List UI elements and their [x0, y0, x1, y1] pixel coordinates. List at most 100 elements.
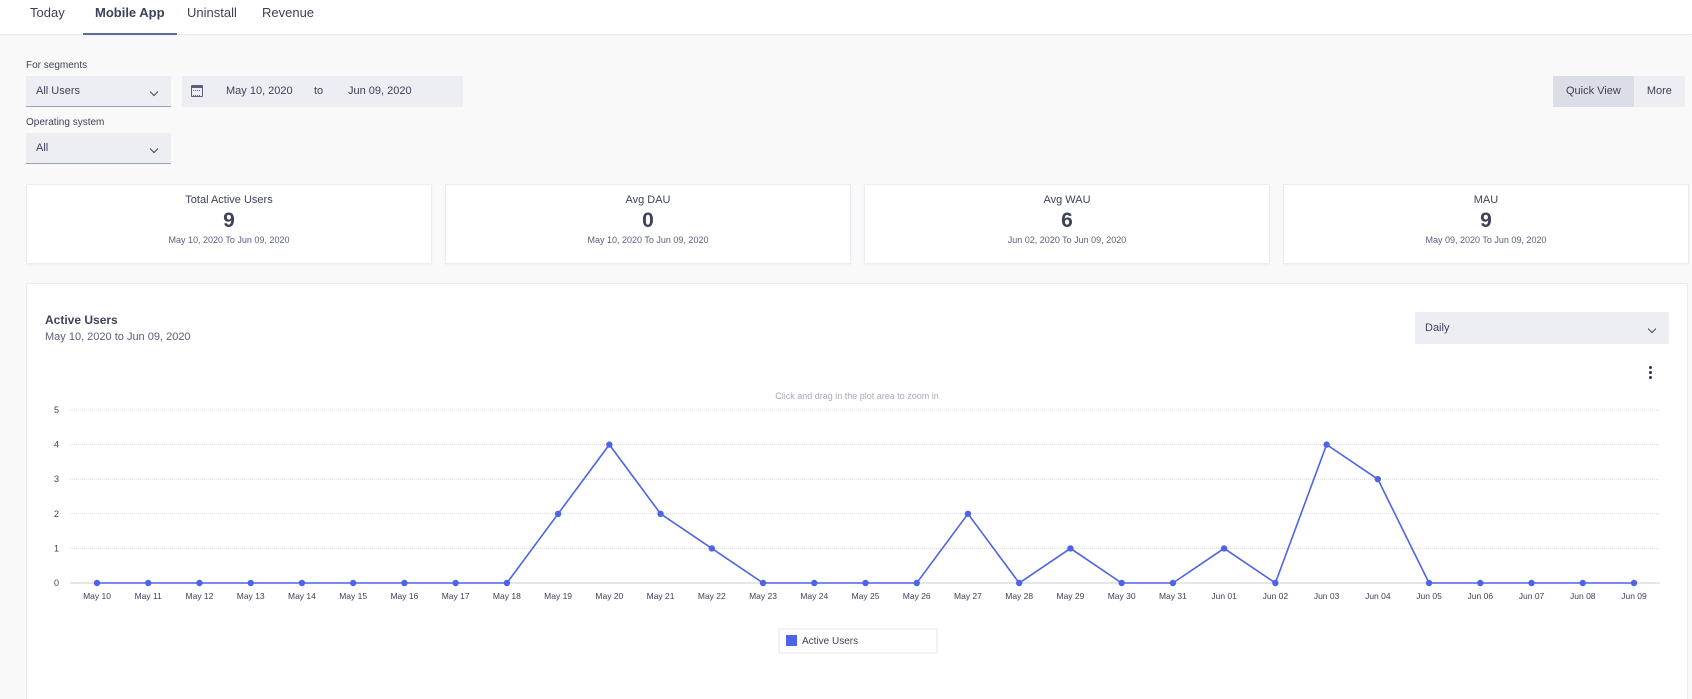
- calendar-icon: [191, 85, 203, 97]
- metric-value: 9: [223, 209, 235, 232]
- data-point: [1579, 579, 1586, 587]
- x-tick-label: Jun 08: [1570, 591, 1596, 601]
- metric-range: May 10, 2020 To Jun 09, 2020: [587, 235, 709, 245]
- granularity-select[interactable]: Daily: [1415, 312, 1669, 344]
- x-tick-label: May 24: [800, 591, 828, 601]
- data-point: [606, 441, 613, 448]
- date-from: May 10, 2020: [226, 85, 293, 97]
- data-point: [93, 579, 101, 587]
- x-tick-label: May 10: [83, 591, 111, 601]
- data-point: [1220, 545, 1228, 552]
- segment-select-value: All Users: [36, 85, 81, 97]
- chart-subtitle: May 10, 2020 to Jun 09, 2020: [45, 331, 191, 343]
- metric-range: May 09, 2020 To Jun 09, 2020: [1425, 235, 1547, 245]
- x-tick-label: Jun 01: [1211, 591, 1237, 601]
- data-point: [1323, 441, 1330, 448]
- metric-card-total-active-users: Total Active Users 9 May 10, 2020 To Jun…: [26, 184, 432, 264]
- legend-swatch: [786, 635, 797, 646]
- zoom-hint: Click and drag in the plot area to zoom …: [775, 391, 939, 401]
- top-nav: Today Mobile App Uninstall Revenue: [0, 0, 1692, 35]
- data-point: [349, 579, 357, 587]
- metric-title: MAU: [1473, 194, 1499, 206]
- y-tick-label: 3: [54, 474, 59, 484]
- x-tick-label: May 15: [339, 591, 367, 601]
- view-toggle: Quick View More: [1553, 76, 1685, 107]
- y-tick-label: 2: [54, 509, 59, 519]
- data-point: [1528, 579, 1535, 587]
- x-tick-label: Jun 05: [1416, 591, 1442, 601]
- x-tick-label: May 29: [1056, 591, 1084, 601]
- metric-range: May 10, 2020 To Jun 09, 2020: [168, 235, 290, 245]
- segment-select[interactable]: All Users: [26, 76, 171, 107]
- metric-range: Jun 02, 2020 To Jun 09, 2020: [1007, 235, 1127, 245]
- metric-value: 6: [1061, 209, 1073, 232]
- metric-value: 9: [1480, 209, 1492, 232]
- x-tick-label: Jun 02: [1263, 591, 1289, 601]
- data-point: [452, 579, 459, 587]
- x-tick-label: May 12: [186, 591, 214, 601]
- data-point: [1425, 579, 1433, 587]
- data-point: [913, 579, 920, 587]
- x-tick-label: May 11: [135, 591, 163, 601]
- granularity-value: Daily: [1425, 322, 1450, 334]
- x-tick-label: Jun 04: [1365, 591, 1391, 601]
- tab-revenue[interactable]: Revenue: [262, 5, 315, 20]
- metric-card-avg-dau: Avg DAU 0 May 10, 2020 To Jun 09, 2020: [445, 184, 851, 264]
- x-tick-label: May 30: [1108, 591, 1136, 601]
- data-point: [145, 579, 152, 587]
- tab-today[interactable]: Today: [30, 5, 65, 20]
- more-button[interactable]: More: [1633, 76, 1685, 107]
- x-tick-label: May 25: [852, 591, 880, 601]
- metric-title: Total Active Users: [185, 194, 273, 206]
- data-point: [708, 545, 715, 552]
- y-tick-label: 5: [54, 405, 59, 415]
- date-to-separator: to: [314, 85, 324, 97]
- data-point: [862, 579, 869, 587]
- data-point: [1016, 579, 1023, 587]
- metric-title: Avg WAU: [1043, 194, 1091, 206]
- x-tick-label: May 16: [390, 591, 418, 601]
- x-tick-label: May 17: [442, 591, 470, 601]
- chart-menu-icon[interactable]: [1645, 364, 1655, 384]
- metric-title: Avg DAU: [625, 194, 671, 206]
- y-tick-label: 0: [54, 578, 59, 588]
- data-point: [1169, 579, 1177, 587]
- metric-card-avg-wau: Avg WAU 6 Jun 02, 2020 To Jun 09, 2020: [864, 184, 1270, 264]
- legend-label: Active Users: [802, 636, 858, 647]
- x-tick-label: May 31: [1159, 591, 1187, 601]
- x-tick-label: May 26: [903, 591, 931, 601]
- data-point: [401, 579, 408, 587]
- data-point: [1630, 579, 1638, 587]
- data-point: [1118, 579, 1125, 587]
- x-tick-label: May 27: [954, 591, 982, 601]
- data-point: [1374, 476, 1382, 483]
- x-tick-label: May 13: [237, 591, 265, 601]
- legend-box: [778, 628, 938, 654]
- segments-label: For segments: [26, 60, 88, 71]
- data-point: [247, 579, 254, 587]
- os-select-value: All: [36, 142, 49, 154]
- x-tick-label: Jun 03: [1314, 591, 1340, 601]
- date-range-picker[interactable]: May 10, 2020 to Jun 09, 2020: [182, 76, 463, 107]
- metric-card-mau: MAU 9 May 09, 2020 To Jun 09, 2020: [1283, 184, 1689, 264]
- data-point: [1272, 579, 1279, 587]
- data-point: [657, 510, 664, 517]
- data-point: [196, 579, 203, 587]
- data-point: [554, 510, 562, 517]
- os-select[interactable]: All: [26, 133, 171, 164]
- data-point: [1067, 545, 1074, 552]
- x-tick-label: May 28: [1005, 591, 1033, 601]
- y-tick-label: 1: [54, 543, 59, 553]
- x-tick-label: May 23: [749, 591, 777, 601]
- series-line: [97, 443, 1634, 585]
- chart-title: Active Users: [45, 313, 118, 327]
- tab-mobile-app[interactable]: Mobile App: [83, 0, 177, 35]
- tab-uninstall[interactable]: Uninstall: [187, 5, 237, 20]
- data-point: [811, 579, 818, 587]
- y-tick-label: 4: [54, 440, 59, 450]
- quick-view-button[interactable]: Quick View: [1553, 76, 1634, 107]
- x-tick-label: Jun 06: [1468, 591, 1494, 601]
- os-label: Operating system: [26, 117, 105, 128]
- x-tick-label: May 22: [698, 591, 726, 601]
